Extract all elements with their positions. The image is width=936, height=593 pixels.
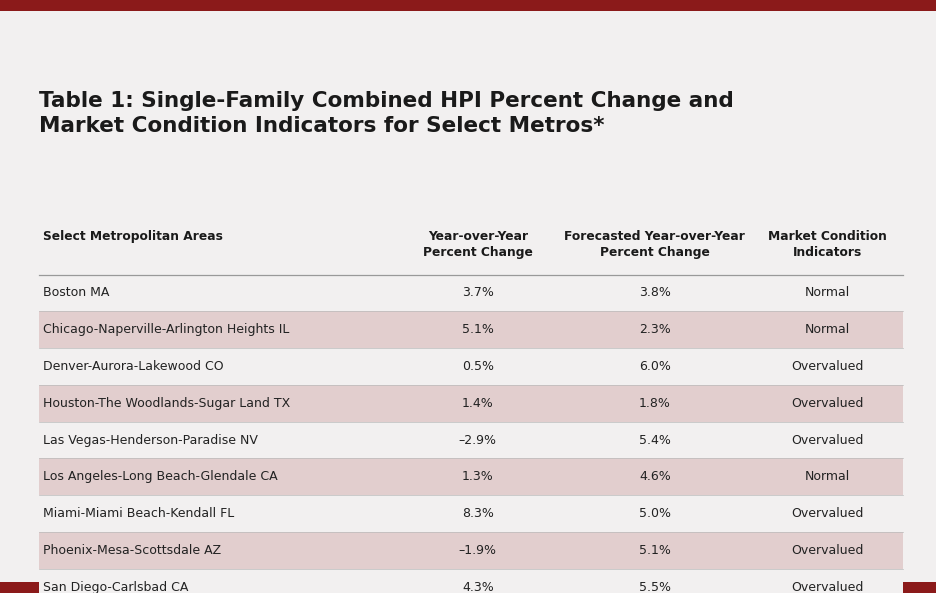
FancyBboxPatch shape <box>0 0 936 11</box>
Text: 5.0%: 5.0% <box>639 507 671 520</box>
FancyBboxPatch shape <box>39 532 903 569</box>
Text: 4.6%: 4.6% <box>639 470 671 483</box>
FancyBboxPatch shape <box>0 11 936 582</box>
Text: Los Angeles-Long Beach-Glendale CA: Los Angeles-Long Beach-Glendale CA <box>43 470 278 483</box>
Text: 5.1%: 5.1% <box>461 323 493 336</box>
FancyBboxPatch shape <box>39 422 903 458</box>
Text: 0.5%: 0.5% <box>461 360 494 373</box>
Text: Miami-Miami Beach-Kendall FL: Miami-Miami Beach-Kendall FL <box>43 507 234 520</box>
FancyBboxPatch shape <box>39 311 903 348</box>
Text: Overvalued: Overvalued <box>792 544 864 557</box>
Text: Boston MA: Boston MA <box>43 286 110 299</box>
FancyBboxPatch shape <box>39 385 903 422</box>
FancyBboxPatch shape <box>39 275 903 311</box>
Text: –2.9%: –2.9% <box>459 433 497 447</box>
FancyBboxPatch shape <box>39 495 903 532</box>
Text: Forecasted Year-over-Year
Percent Change: Forecasted Year-over-Year Percent Change <box>564 230 745 259</box>
Text: Table 1: Single-Family Combined HPI Percent Change and
Market Condition Indicato: Table 1: Single-Family Combined HPI Perc… <box>39 91 734 136</box>
Text: 5.5%: 5.5% <box>639 581 671 593</box>
Text: Chicago-Naperville-Arlington Heights IL: Chicago-Naperville-Arlington Heights IL <box>43 323 289 336</box>
Text: 2.3%: 2.3% <box>639 323 671 336</box>
FancyBboxPatch shape <box>39 458 903 495</box>
FancyBboxPatch shape <box>39 569 903 593</box>
Text: Year-over-Year
Percent Change: Year-over-Year Percent Change <box>423 230 533 259</box>
Text: Normal: Normal <box>805 286 850 299</box>
Text: Overvalued: Overvalued <box>792 397 864 410</box>
Text: 1.8%: 1.8% <box>639 397 671 410</box>
Text: 5.1%: 5.1% <box>639 544 671 557</box>
Text: 3.8%: 3.8% <box>639 286 671 299</box>
Text: 1.3%: 1.3% <box>461 470 493 483</box>
Text: Houston-The Woodlands-Sugar Land TX: Houston-The Woodlands-Sugar Land TX <box>43 397 290 410</box>
Text: Overvalued: Overvalued <box>792 433 864 447</box>
Text: 3.7%: 3.7% <box>461 286 493 299</box>
Text: Overvalued: Overvalued <box>792 581 864 593</box>
Text: Overvalued: Overvalued <box>792 507 864 520</box>
FancyBboxPatch shape <box>0 582 936 593</box>
Text: 6.0%: 6.0% <box>639 360 671 373</box>
Text: 4.3%: 4.3% <box>461 581 493 593</box>
Text: Overvalued: Overvalued <box>792 360 864 373</box>
Text: Normal: Normal <box>805 323 850 336</box>
Text: 1.4%: 1.4% <box>461 397 493 410</box>
FancyBboxPatch shape <box>39 224 903 275</box>
Text: 8.3%: 8.3% <box>461 507 493 520</box>
Text: Normal: Normal <box>805 470 850 483</box>
FancyBboxPatch shape <box>39 348 903 385</box>
Text: Phoenix-Mesa-Scottsdale AZ: Phoenix-Mesa-Scottsdale AZ <box>43 544 221 557</box>
Text: 5.4%: 5.4% <box>639 433 671 447</box>
Text: Select Metropolitan Areas: Select Metropolitan Areas <box>43 230 223 243</box>
Text: Denver-Aurora-Lakewood CO: Denver-Aurora-Lakewood CO <box>43 360 224 373</box>
Text: San Diego-Carlsbad CA: San Diego-Carlsbad CA <box>43 581 188 593</box>
Text: Market Condition
Indicators: Market Condition Indicators <box>768 230 887 259</box>
Text: –1.9%: –1.9% <box>459 544 497 557</box>
Text: Las Vegas-Henderson-Paradise NV: Las Vegas-Henderson-Paradise NV <box>43 433 258 447</box>
